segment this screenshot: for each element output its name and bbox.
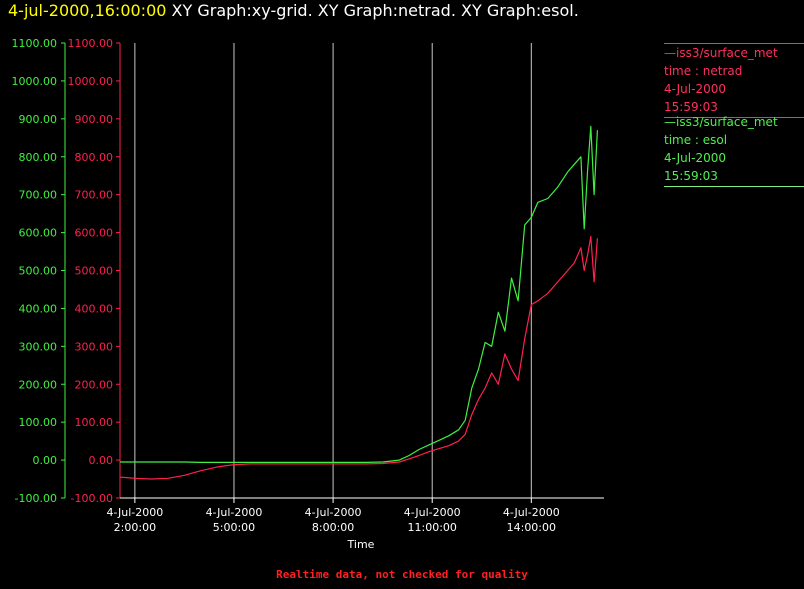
y-tick-label-netrad: 200.00 [75,378,114,391]
y-tick-label-esol: 900.00 [19,113,58,126]
x-tick-label-time: 14:00:00 [507,521,556,534]
y-tick-label-esol: 1100.00 [12,37,58,50]
y-tick-label-esol: 400.00 [19,302,58,315]
x-axis-label: Time [347,538,375,551]
graph-header: 4-jul-2000,16:00:00 XY Graph:xy-grid. XY… [8,1,579,20]
x-tick-label-date: 4-Jul-2000 [503,506,560,519]
vertical-grid [134,43,532,498]
x-tick-label-date: 4-Jul-2000 [106,506,163,519]
series-line-netrad [119,235,598,480]
y-tick-label-esol: 0.00 [33,454,58,467]
header-graph-list: XY Graph:xy-grid. XY Graph:netrad. XY Gr… [171,1,579,20]
y-tick-label-esol: 1000.00 [12,75,58,88]
legend-esol-source: —iss3/surface_met [664,115,778,129]
legend-netrad: —iss3/surface_met time : netrad 4-Jul-20… [664,43,804,118]
quality-notice: Realtime data, not checked for quality [276,568,528,581]
x-tick-label-date: 4-Jul-2000 [305,506,362,519]
legend-esol-variable: time : esol [664,133,728,147]
y-tick-label-netrad: 1000.00 [68,75,114,88]
y-tick-label-esol: 500.00 [19,265,58,278]
legend-esol: —iss3/surface_met time : esol 4-Jul-2000… [664,113,804,187]
legend-netrad-variable: time : netrad [664,64,743,78]
x-tick-label-time: 11:00:00 [408,521,457,534]
y-tick-label-netrad: 0.00 [89,454,114,467]
series-line-esol [120,125,598,463]
header-timestamp: 4-jul-2000,16:00:00 [8,1,167,20]
legend-esol-date: 4-Jul-2000 [664,151,726,165]
y-tick-label-esol: 600.00 [19,227,58,240]
y-tick-label-esol: 100.00 [19,416,58,429]
y-tick-label-netrad: 600.00 [75,227,114,240]
legend-esol-time: 15:59:03 [664,169,718,183]
y-tick-label-netrad: 400.00 [75,302,114,315]
x-tick-label-date: 4-Jul-2000 [206,506,263,519]
y-tick-label-esol: 800.00 [19,151,58,164]
y-tick-label-netrad: 100.00 [75,416,114,429]
chart-labels: -100.00 -100.00 0.00 0.00 100.00 100.00 200.00… [12,37,560,534]
x-tick-label-date: 4-Jul-2000 [404,506,461,519]
legend-netrad-date: 4-Jul-2000 [664,82,726,96]
y-tick-label-netrad: 700.00 [75,189,114,202]
chart-series [119,125,598,480]
y-tick-label-esol: -100.00 [15,492,57,505]
x-tick-label-time: 2:00:00 [114,521,156,534]
y-tick-label-esol: 300.00 [19,340,58,353]
y-tick-label-netrad: -100.00 [71,492,113,505]
x-tick-label-time: 8:00:00 [312,521,354,534]
y-tick-label-netrad: 500.00 [75,265,114,278]
y-tick-label-netrad: 300.00 [75,340,114,353]
y-tick-label-netrad: 1100.00 [68,37,114,50]
x-tick-label-time: 5:00:00 [213,521,255,534]
y-tick-label-netrad: 900.00 [75,113,114,126]
y-tick-label-esol: 200.00 [19,378,58,391]
y-tick-label-netrad: 800.00 [75,151,114,164]
y-tick-label-esol: 700.00 [19,189,58,202]
legend-netrad-time: 15:59:03 [664,100,718,114]
legend-netrad-source: —iss3/surface_met [664,46,778,60]
chart-axes [61,42,604,503]
